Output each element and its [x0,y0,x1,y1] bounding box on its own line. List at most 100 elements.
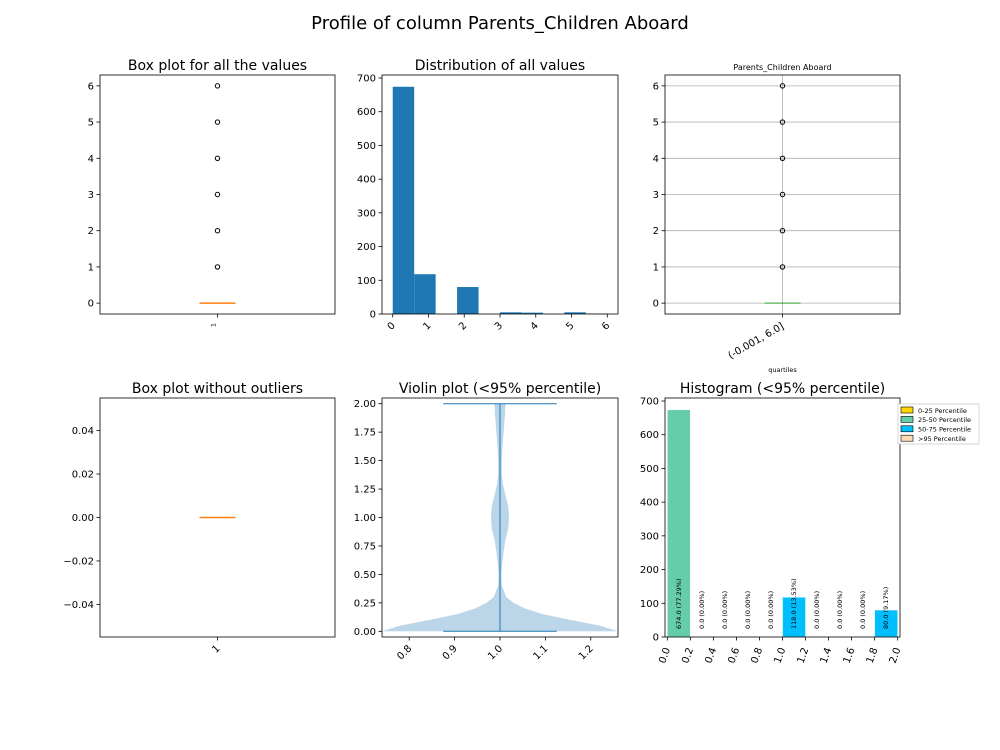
y-tick-label: 0 [653,633,659,644]
y-tick-label: 1.75 [354,428,376,439]
x-tick-label: 1.6 [842,646,858,665]
x-tick-label: 0.2 [680,646,696,665]
x-tick-label: 1.8 [865,646,881,665]
y-tick-label: 500 [640,464,659,475]
panel-title: Histogram (<95% percentile) [680,381,885,397]
x-tick-label: 3 [493,320,505,332]
y-tick-label: 2.00 [354,399,376,410]
x-tick-label: 2 [457,320,469,332]
y-tick-label: 2 [88,226,94,237]
y-tick-label: 200 [640,565,659,576]
figure-title: Profile of column Parents_Children Aboar… [311,13,689,34]
axes-frame [664,397,901,638]
x-tick-label: 1.2 [796,646,812,665]
x-axis-label: quartiles [768,366,797,374]
panel-title: Distribution of all values [415,58,585,74]
outlier-point [214,191,221,198]
axes-frame [381,74,619,315]
histogram-bar [521,312,543,314]
y-tick-label: 6 [88,81,94,92]
x-tick-label: 1 [210,643,222,655]
bar-value-label: 0.0 (0.00%) [698,591,706,629]
y-tick-label: 0.25 [354,598,376,609]
y-tick-label: 0.00 [354,627,376,638]
outlier-point [214,119,221,125]
legend-label: 50-75 Percentile [918,426,971,434]
y-tick-label: 0.04 [72,426,94,437]
x-tick-label: 1.2 [577,643,596,662]
y-tick-label: 0.02 [72,470,94,481]
y-tick-label: 1.25 [354,485,376,496]
axes-frame [99,397,336,638]
y-tick-label: 4 [88,154,94,165]
panel-box-all: 0 1 2 3 4 5 6 1 Box plot for all the values [88,58,336,327]
axes-frame [381,397,619,638]
y-tick-label: 5 [653,118,659,129]
bar-value-label: 118.0 (13.53%) [790,578,798,629]
x-tick-label: 6 [600,320,612,332]
x-tick-label: (-0.001, 6.0] [727,321,787,362]
panel-title: Violin plot (<95% percentile) [399,381,601,397]
panel-violin: 0.00 0.25 0.50 0.75 1.00 1.25 1.50 1.75 2.00 0.8 0… [354,381,619,662]
x-tick-label: 1.1 [531,643,550,662]
y-tick-label: 0.50 [354,570,376,581]
x-tick-label: 2.0 [888,646,904,665]
bar-value-label: 0.0 (0.00%) [813,591,821,629]
x-tick-label: 5 [564,320,576,332]
y-tick-label: 300 [357,208,376,219]
y-tick-label: 4 [653,154,659,165]
bar-value-label: 0.0 (0.00%) [836,591,844,629]
outlier-point [214,228,221,234]
y-tick-label: 0 [653,299,659,310]
y-tick-label: 3 [653,190,659,201]
x-tick-label: 1.0 [486,643,505,662]
outlier-point [214,155,221,161]
outlier-point [779,228,786,234]
panel-box-no-outliers: −0.04 −0.02 0.00 0.02 0.04 1 Box plot without … [63,381,336,656]
y-tick-label: 700 [640,397,659,408]
histogram-bar [500,312,522,314]
y-tick-label: 0.75 [354,541,376,552]
legend-swatch [900,416,914,423]
histogram-bar [564,312,586,314]
bar-value-label: 80.0 (9.17%) [882,587,890,629]
y-tick-label: 1 [88,262,94,273]
histogram-bar [392,86,415,314]
y-tick-label: 5 [88,118,94,129]
panel-distribution: 0 100 200 300 400 500 600 700 0 1 2 3 4 5 6 Distributio… [357,58,619,333]
outlier-point [214,83,221,89]
bar-value-label: 0.0 (0.00%) [721,591,729,629]
y-tick-label: 0 [88,299,94,310]
axes-frame [99,74,336,315]
legend-label: 25-50 Percentile [918,416,971,424]
axes-frame [664,74,901,315]
outlier-point [779,155,786,161]
outlier-point [779,83,786,89]
y-tick-label: 1 [653,262,659,273]
x-tick-label: 1 [421,320,433,332]
y-tick-label: 600 [640,430,659,441]
panel-title: Box plot without outliers [132,381,303,397]
x-tick-label: 0.8 [395,643,414,662]
y-tick-label: 500 [357,141,376,152]
x-tick-label: 0.0 [657,646,673,665]
histogram-bar [414,274,436,314]
bar-value-label: 674.0 (77.29%) [675,578,683,629]
y-tick-label: 700 [357,74,376,85]
bar-value-label: 0.0 (0.00%) [859,591,867,629]
x-tick-label: 0.4 [703,646,719,665]
y-tick-label: 1.50 [354,456,376,467]
histogram-bar [457,287,479,314]
y-tick-label: 0 [370,310,376,321]
outlier-point [779,191,786,198]
panel-title: Parents_Children Aboard [733,63,831,72]
y-tick-label: 300 [640,531,659,542]
outlier-point [214,264,221,270]
y-tick-label: 100 [640,599,659,610]
y-tick-label: 0.00 [72,513,94,524]
y-tick-label: 200 [357,242,376,253]
legend-swatch [900,434,914,442]
